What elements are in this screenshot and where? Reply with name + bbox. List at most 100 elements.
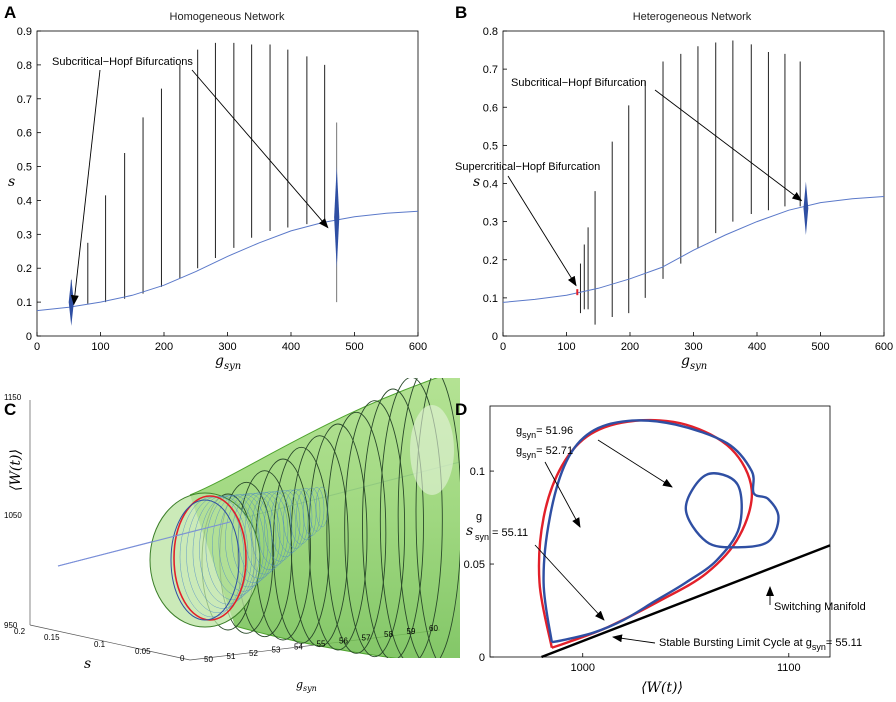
panel-a-limit-cycles xyxy=(87,42,326,304)
panel-a-axes-box xyxy=(36,30,419,337)
a-xtick-label-600: 600 xyxy=(409,341,427,353)
panel-d-switching-manifold xyxy=(541,544,831,659)
a-ytick-label-0: 0 xyxy=(26,331,32,343)
panel-c-tube-ring xyxy=(397,378,460,658)
panel-d-label-g3: syn = 55.11 xyxy=(475,527,528,542)
panel-b-y-ticks: 0 0.1 0.2 0.3 0.4 0.5 0.6 0.7 0.8 xyxy=(483,26,507,343)
panel-c-mesh-ring xyxy=(296,488,317,541)
panel-d-label-g1: gsyn= 51.96 xyxy=(516,425,573,440)
panel-d-arrow-stable xyxy=(612,634,656,644)
panel-c-g-tick-53: 53 xyxy=(272,646,281,655)
panel-b-hopf-marker xyxy=(803,181,809,235)
panel-d-label-g1-sub: syn xyxy=(522,430,536,440)
panel-c-g-tick-57: 57 xyxy=(362,633,371,642)
panel-c-mesh-ring xyxy=(315,486,329,528)
panel-b: B Heterogeneous Network 0 100 200 300 400 500… xyxy=(455,3,893,372)
panel-d-label-g2: gsyn= 52.71 xyxy=(516,445,573,460)
panel-d-label-stable-sub: syn xyxy=(812,642,826,652)
panel-c-xlabel-main: g xyxy=(296,678,303,691)
b-xtick-label-300: 300 xyxy=(684,341,702,353)
panel-d-label-stable: Stable Bursting Limit Cycle at gsyn= 55.… xyxy=(659,637,862,652)
panel-c-s-tick-0.15: 0.15 xyxy=(44,633,60,642)
panel-c-limit-cycle-mesh xyxy=(179,486,329,618)
panel-c-mesh-ring xyxy=(309,487,325,532)
b-xtick-label-100: 100 xyxy=(557,341,575,353)
panel-d-axes-box xyxy=(489,405,831,658)
panel-b-xlabel-sub: syn xyxy=(690,361,707,372)
panel-c-mesh-ring xyxy=(218,493,269,592)
panel-b-xlabel-main: g xyxy=(681,353,690,369)
panel-c-g-tick-51: 51 xyxy=(227,652,236,661)
panel-c-mesh-ring xyxy=(276,489,305,553)
panel-d-arrow-g3 xyxy=(534,544,605,621)
panel-a-x-ticks: 0 100 200 300 400 500 600 xyxy=(34,332,427,353)
panel-a-arrow-right xyxy=(191,69,329,229)
a-xtick-label-500: 500 xyxy=(345,341,363,353)
panel-d-label-g3-value: 55.11 xyxy=(501,527,528,539)
panel-c-g-tick-55: 55 xyxy=(317,640,326,649)
panel-c-xlabel-sub: syn xyxy=(303,684,317,693)
panel-d-x-ticks: 1000 1100 xyxy=(570,653,801,674)
panel-c-ylabel: ⟨W(t)⟩ xyxy=(8,449,24,491)
panel-c-tube-ring xyxy=(326,411,387,654)
panel-a-xlabel: gsyn xyxy=(215,353,241,372)
panel-a: A Homogeneous Network 0 100 200 300 400 500 60… xyxy=(4,3,427,372)
panel-c-g-tick-58: 58 xyxy=(384,630,393,639)
panel-d-label-stable-value: = 55.11 xyxy=(826,637,862,649)
a-ytick-label-0.7: 0.7 xyxy=(17,94,32,106)
panel-c-mesh-ring xyxy=(238,492,281,579)
a-ytick-label-0.4: 0.4 xyxy=(17,195,32,207)
panel-c-g-tick-56: 56 xyxy=(339,636,348,645)
panel-b-title: Heterogeneous Network xyxy=(633,11,752,23)
panel-d-blue-cycle xyxy=(542,419,780,644)
panel-d-label-g3-prefix: g xyxy=(476,511,482,523)
panel-c-s-tick-0.1: 0.1 xyxy=(94,640,106,649)
d-ytick-label-0.1: 0.1 xyxy=(470,466,485,478)
panel-c-g-ticks: 50 51 52 53 54 55 56 57 58 59 60 xyxy=(204,624,438,664)
b-xtick-label-500: 500 xyxy=(811,341,829,353)
b-xtick-label-200: 200 xyxy=(621,341,639,353)
panel-b-arrow-subcritical xyxy=(654,89,803,202)
panel-c-g-tick-50: 50 xyxy=(204,655,213,664)
panel-b-equilibrium-curve xyxy=(503,196,884,303)
panel-c-g-tick-52: 52 xyxy=(249,649,258,658)
a-ytick-label-0.9: 0.9 xyxy=(17,26,32,38)
panel-a-stray-lines xyxy=(70,122,338,316)
panel-b-xlabel: gsyn xyxy=(681,353,707,372)
panel-c-g-tick-54: 54 xyxy=(294,643,303,652)
panel-d-arrow-g2 xyxy=(544,461,581,528)
panel-c-mesh-ring xyxy=(283,489,309,549)
panel-c-tube-ring xyxy=(308,423,368,651)
panel-c-tube-rings xyxy=(201,378,460,658)
a-ytick-label-0.2: 0.2 xyxy=(17,263,32,275)
b-ytick-label-0.5: 0.5 xyxy=(483,140,498,152)
a-ytick-label-0.6: 0.6 xyxy=(17,128,32,140)
panel-c-zlabel: s xyxy=(84,656,91,672)
a-xtick-label-200: 200 xyxy=(155,341,173,353)
panel-c-w-tick-1150: 1150 xyxy=(4,393,22,402)
d-ytick-label-0.05: 0.05 xyxy=(464,559,485,571)
panel-d-xlabel: ⟨W(t)⟩ xyxy=(641,680,683,696)
b-ytick-label-0.7: 0.7 xyxy=(483,64,498,76)
panel-c-tube-ring xyxy=(344,400,406,658)
panel-c-s-tick-0: 0 xyxy=(180,654,185,663)
panel-a-hopf-markers xyxy=(68,166,340,326)
d-ytick-label-0: 0 xyxy=(479,652,485,664)
panel-a-hopf-marker xyxy=(334,166,340,269)
b-ytick-label-0: 0 xyxy=(492,331,498,343)
panel-b-x-ticks: 0 100 200 300 400 500 600 xyxy=(500,332,893,353)
panel-c-tube-ring xyxy=(362,388,424,658)
panel-c-tube-ring xyxy=(272,446,330,644)
panel-c-tube-bottom-edge xyxy=(234,625,398,658)
panel-a-ylabel: s xyxy=(8,174,15,190)
panel-c-mesh-ring xyxy=(302,487,321,536)
panel-d-label-g1-value: = 51.96 xyxy=(536,425,573,437)
panel-letter-b: B xyxy=(455,3,467,22)
panel-c-mesh-ring xyxy=(263,490,297,562)
a-xtick-label-100: 100 xyxy=(91,341,109,353)
d-xtick-label-1000: 1000 xyxy=(570,662,594,674)
a-ytick-label-0.8: 0.8 xyxy=(17,60,32,72)
panel-d-label-g2-value: = 52.71 xyxy=(536,445,573,457)
b-xtick-label-600: 600 xyxy=(875,341,893,353)
panel-b-limit-cycles xyxy=(579,40,801,325)
